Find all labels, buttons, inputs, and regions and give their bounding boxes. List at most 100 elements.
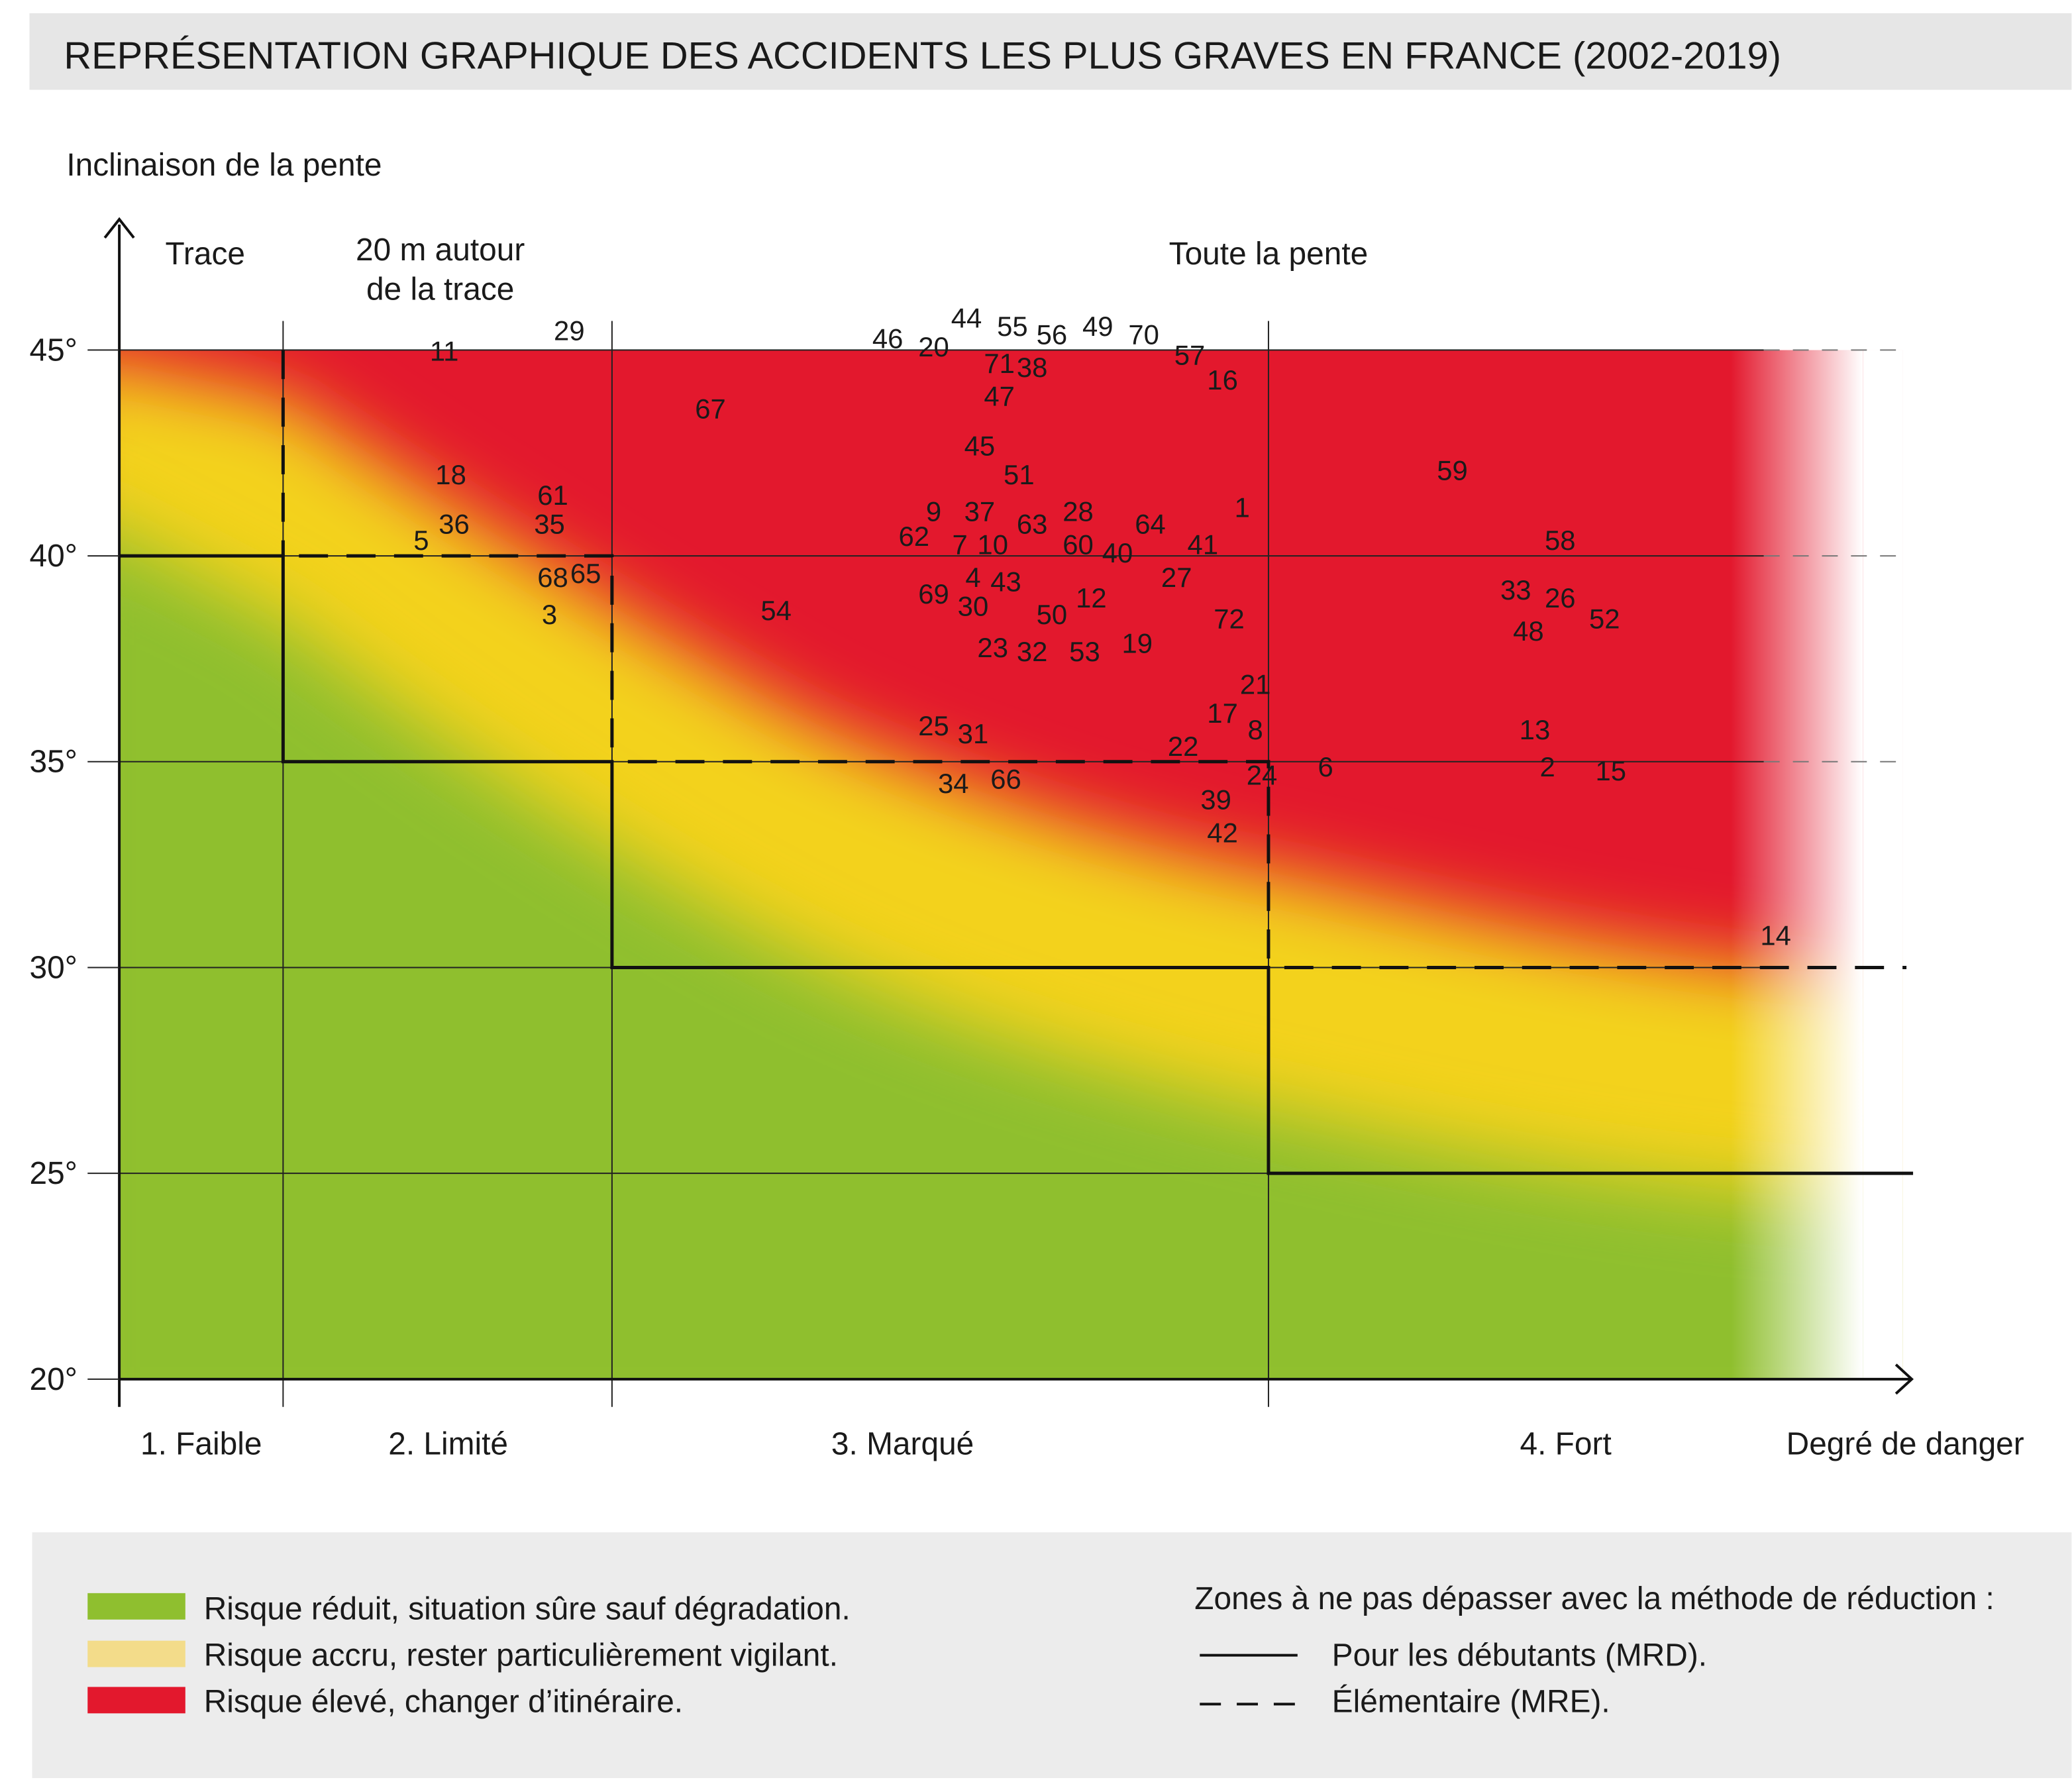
accident-point-6: 6 — [1318, 751, 1333, 782]
accident-point-3: 3 — [542, 599, 557, 630]
accident-point-67: 67 — [695, 393, 726, 424]
legend-item-increased: Risque accru, rester particulièrement vi… — [87, 1638, 838, 1673]
accident-point-45: 45 — [964, 430, 996, 461]
accident-point-11: 11 — [430, 335, 458, 366]
legend-box — [32, 1532, 2072, 1779]
accident-point-47: 47 — [984, 381, 1015, 412]
zone-header-20m: 20 m autour — [356, 233, 525, 268]
y-tick-label: 30° — [30, 950, 78, 985]
accident-point-55: 55 — [997, 311, 1028, 342]
accident-point-65: 65 — [570, 558, 601, 589]
right-fade — [1730, 350, 1863, 1379]
accident-point-66: 66 — [990, 764, 1021, 795]
legend-swatch-yellow — [87, 1640, 185, 1667]
zone-header-20m-line2: de la trace — [366, 272, 514, 307]
y-tick-label: 20° — [30, 1362, 78, 1397]
zone-green — [119, 536, 1903, 1379]
accident-point-31: 31 — [958, 718, 989, 749]
accident-point-32: 32 — [1017, 636, 1048, 667]
accident-point-34: 34 — [938, 768, 969, 799]
accident-point-16: 16 — [1207, 364, 1238, 395]
accident-point-24: 24 — [1247, 759, 1278, 790]
x-categories: 1. Faible 2. Limité 3. Marqué 4. Fort — [140, 1426, 1612, 1461]
accident-point-28: 28 — [1062, 496, 1094, 527]
accident-point-25: 25 — [918, 710, 949, 741]
accident-point-72: 72 — [1214, 603, 1245, 634]
y-axis-label: Inclinaison de la pente — [66, 148, 382, 183]
accident-point-57: 57 — [1174, 340, 1206, 371]
mrd-limit-line — [119, 554, 1914, 1175]
legend-label: Risque accru, rester particulièrement vi… — [204, 1638, 838, 1673]
legend-swatch-green — [87, 1593, 185, 1620]
accident-point-56: 56 — [1037, 319, 1068, 350]
x-category-label: 3. Marqué — [831, 1426, 974, 1461]
accident-point-5: 5 — [413, 525, 429, 556]
legend-zones-title: Zones à ne pas dépasser avec la méthode … — [1194, 1581, 1994, 1616]
accident-point-35: 35 — [534, 508, 565, 539]
y-tick-label: 25° — [30, 1156, 78, 1191]
accident-point-49: 49 — [1082, 311, 1114, 342]
accident-point-36: 36 — [439, 508, 470, 539]
risk-zones — [119, 350, 1903, 1379]
accident-point-53: 53 — [1069, 636, 1100, 667]
accident-point-4: 4 — [965, 562, 980, 593]
y-tick-label: 40° — [30, 539, 78, 574]
accident-point-61: 61 — [537, 480, 568, 511]
accident-point-71: 71 — [984, 348, 1015, 379]
accident-point-12: 12 — [1076, 582, 1107, 613]
accident-point-52: 52 — [1589, 603, 1620, 634]
accident-point-48: 48 — [1513, 615, 1544, 647]
accident-point-10: 10 — [977, 529, 1008, 560]
legend-mre-label: Élémentaire (MRE). — [1332, 1684, 1610, 1719]
accident-point-27: 27 — [1161, 562, 1192, 593]
accident-point-54: 54 — [760, 595, 792, 626]
accident-point-17: 17 — [1207, 698, 1238, 729]
accident-point-14: 14 — [1760, 920, 1791, 951]
chart-title: REPRÉSENTATION GRAPHIQUE DES ACCIDENTS L… — [64, 35, 1781, 78]
accident-point-41: 41 — [1188, 529, 1219, 560]
accident-point-33: 33 — [1500, 574, 1531, 605]
x-category-label: 4. Fort — [1520, 1426, 1611, 1461]
accident-point-42: 42 — [1207, 817, 1238, 848]
zone-header-slope: Toute la pente — [1169, 236, 1369, 272]
accident-point-9: 9 — [926, 496, 941, 527]
legend-item-high: Risque élevé, changer d’itinéraire. — [87, 1684, 683, 1719]
accident-point-43: 43 — [990, 566, 1021, 597]
limit-lines — [119, 350, 1914, 1175]
legend-mrd-label: Pour les débutants (MRD). — [1332, 1638, 1707, 1673]
legend-swatch-red — [87, 1687, 185, 1714]
accident-point-13: 13 — [1520, 714, 1551, 745]
accident-point-38: 38 — [1017, 352, 1048, 383]
accident-point-20: 20 — [918, 331, 949, 362]
accident-point-64: 64 — [1135, 508, 1166, 539]
accident-point-51: 51 — [1004, 459, 1035, 490]
accident-point-46: 46 — [872, 323, 904, 354]
accident-point-44: 44 — [951, 303, 982, 334]
accident-point-59: 59 — [1437, 455, 1468, 486]
x-category-label: 2. Limité — [388, 1426, 508, 1461]
accident-point-29: 29 — [554, 315, 585, 346]
accident-point-68: 68 — [537, 562, 568, 593]
accident-point-1: 1 — [1235, 492, 1250, 523]
accident-point-62: 62 — [899, 521, 930, 552]
accident-point-22: 22 — [1168, 731, 1199, 762]
accident-point-60: 60 — [1062, 529, 1094, 560]
accident-point-18: 18 — [435, 459, 466, 490]
accident-point-63: 63 — [1017, 508, 1048, 539]
accident-point-21: 21 — [1240, 669, 1271, 700]
accident-point-30: 30 — [958, 591, 989, 622]
accident-point-40: 40 — [1102, 537, 1133, 568]
accident-point-39: 39 — [1200, 784, 1231, 815]
y-tick-label: 35° — [30, 745, 78, 780]
legend-label: Risque réduit, situation sûre sauf dégra… — [204, 1592, 851, 1627]
x-category-label: 1. Faible — [140, 1426, 262, 1461]
accident-point-19: 19 — [1121, 628, 1153, 659]
y-tick-label: 45° — [30, 333, 78, 368]
mre-limit-line — [281, 350, 1907, 969]
accident-point-58: 58 — [1545, 525, 1576, 556]
legend-label: Risque élevé, changer d’itinéraire. — [204, 1684, 683, 1719]
zone-header-trace: Trace — [165, 236, 245, 272]
accident-point-69: 69 — [918, 578, 949, 609]
y-ticks: 20° 25° 30° 35° 40° 45° — [30, 333, 120, 1397]
